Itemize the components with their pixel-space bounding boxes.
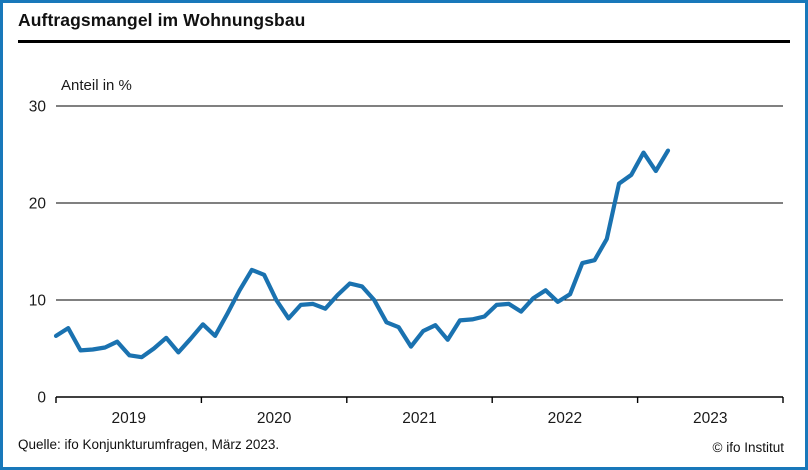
source-note: Quelle: ifo Konjunkturumfragen, März 202… xyxy=(18,437,280,452)
chart-title: Auftragsmangel im Wohnungsbau xyxy=(18,10,306,30)
x-year-label-2021: 2021 xyxy=(402,410,436,427)
copyright-note: © ifo Institut xyxy=(712,440,784,455)
x-year-label-2022: 2022 xyxy=(548,410,582,427)
x-year-label-2020: 2020 xyxy=(257,410,292,427)
y-axis-unit-label: Anteil in % xyxy=(61,77,132,94)
y-tick-label-10: 10 xyxy=(29,293,47,310)
title-underline xyxy=(18,40,790,43)
y-tick-label-20: 20 xyxy=(29,196,47,213)
y-tick-label-30: 30 xyxy=(29,99,47,116)
data-series-line xyxy=(53,148,671,360)
x-year-label-2023: 2023 xyxy=(693,410,727,427)
y-tick-label-0: 0 xyxy=(37,390,46,407)
x-year-label-2019: 2019 xyxy=(111,410,145,427)
